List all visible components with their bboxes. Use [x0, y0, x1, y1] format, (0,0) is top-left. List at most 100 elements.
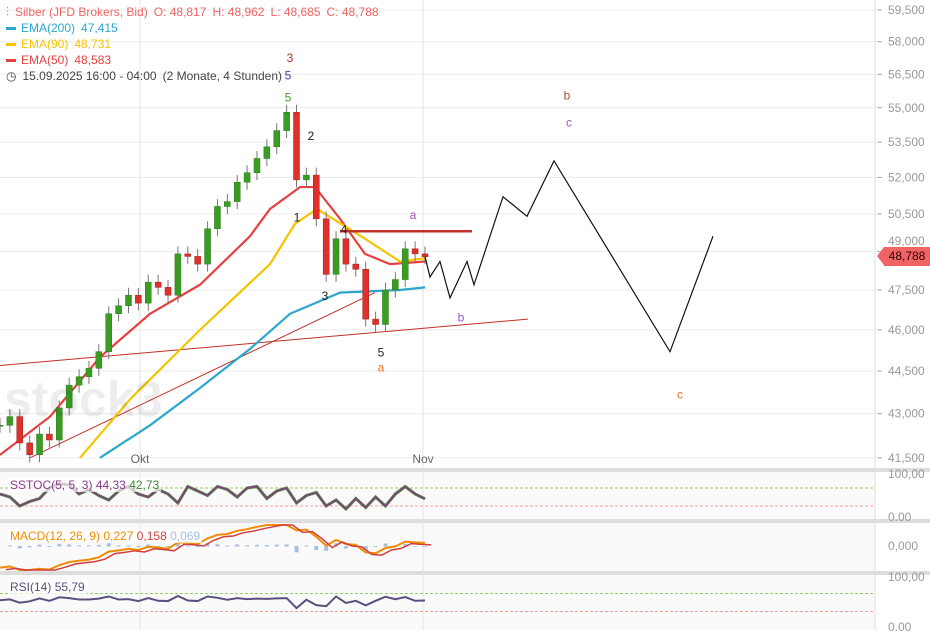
candle: [125, 294, 132, 307]
candle: [303, 174, 310, 181]
candle: [421, 253, 429, 257]
macd-histogram-bar: [373, 546, 378, 547]
timeframe: 15.09.2025 16:00 - 04:00: [22, 69, 157, 83]
candle: [135, 294, 142, 304]
ema-line-200: [99, 286, 426, 459]
macd-signal-value: 0,158: [136, 529, 167, 543]
wave-label: b: [458, 310, 465, 324]
ema50-label: EMA(50): [21, 53, 69, 67]
ema50-value: 48,583: [74, 53, 112, 67]
wave-label: 5: [378, 346, 385, 360]
candle: [36, 433, 43, 456]
y-tick-label: 55,000: [888, 101, 925, 115]
macd-histogram-bar: [67, 544, 72, 547]
candle: [65, 384, 73, 409]
macd-label: MACD(12, 26, 9): [10, 529, 101, 543]
rsi-label: RSI(14): [10, 580, 52, 594]
x-tick-label: Okt: [131, 452, 150, 466]
ema-line-90: [79, 207, 426, 459]
candle: [342, 238, 350, 265]
trendline: [0, 318, 529, 366]
macd-histogram-bar: [343, 546, 348, 549]
candle: [253, 158, 261, 173]
period: (2 Monate, 4 Stunden): [162, 69, 283, 83]
macd-histogram-bar: [136, 546, 141, 548]
candle: [16, 416, 24, 444]
macd-histogram-bar: [294, 546, 299, 553]
rsi-legend[interactable]: RSI(14) 55,79: [8, 580, 87, 594]
candle: [184, 253, 192, 257]
macd-histogram-bar: [86, 545, 91, 547]
ohlc-legend: ⫶ Silber (JFD Brokers, Bid) O: 48,817 H: 48…: [6, 5, 385, 20]
candle: [164, 287, 172, 296]
candle: [382, 289, 389, 325]
y-tick-label: 44,500: [888, 364, 925, 378]
rsi-value: 55,79: [54, 580, 85, 594]
panel-separator: [0, 571, 930, 575]
macd-histogram-bar: [284, 544, 289, 547]
wave-label: 4: [341, 223, 348, 237]
macd-signal-line: [5, 524, 432, 571]
macd-histogram-bar: [413, 546, 418, 547]
candle: [411, 248, 419, 255]
sstoc-value-1: 44,33: [95, 478, 126, 492]
candle: [56, 407, 63, 441]
open-value: O: 48,817: [153, 5, 207, 19]
macd-histogram-bar: [17, 546, 22, 549]
ema200-value: 47,415: [81, 21, 118, 35]
ema50-legend[interactable]: EMA(50) 48,583: [6, 53, 117, 67]
macd-histogram-bar: [185, 546, 190, 547]
wave-label: b: [564, 88, 571, 102]
candle: [401, 248, 409, 280]
macd-histogram-bar: [57, 543, 62, 547]
candle: [283, 112, 290, 131]
ema90-value: 48,731: [74, 37, 112, 51]
y-tick-label: 56,500: [888, 67, 925, 81]
macd-histogram-bar: [116, 545, 121, 547]
y-tick-label: 46,000: [888, 323, 925, 337]
sstoc-label: SSTOC(5, 5, 3): [10, 478, 93, 492]
candle: [322, 218, 330, 275]
wave-label: 5: [285, 91, 292, 105]
candle: [46, 433, 53, 441]
wave-label: a: [410, 208, 417, 222]
ema90-legend[interactable]: EMA(90) 48,731: [6, 37, 117, 51]
macd-histogram-bar: [106, 543, 111, 547]
candle: [224, 201, 231, 207]
wave-label: c: [566, 115, 572, 129]
candle: [372, 318, 379, 325]
y-tick-label: 50,500: [888, 207, 925, 221]
macd-value: 0,227: [103, 529, 134, 543]
macd-legend[interactable]: MACD(12, 26, 9) 0,227 0,158 0,069: [8, 529, 203, 543]
y-tick-label: 43,000: [888, 407, 925, 421]
candle: [332, 238, 340, 275]
candle: [26, 442, 33, 456]
macd-histogram-value: 0,069: [170, 529, 201, 543]
candle: [174, 253, 182, 296]
macd-histogram-bar: [215, 544, 220, 547]
clock-icon: ◷: [6, 69, 17, 83]
sstoc-tick-100: 100,00: [888, 467, 925, 481]
low-value: L: 48,685: [270, 5, 321, 19]
y-tick-label: 41,500: [888, 451, 925, 465]
macd-histogram-bar: [314, 546, 319, 551]
y-tick-label: 59,500: [888, 3, 925, 17]
macd-tick-0: 0,000: [888, 539, 919, 553]
candle: [6, 416, 14, 426]
macd-histogram-bar: [195, 546, 200, 548]
macd-histogram-bar: [324, 546, 329, 551]
candle: [352, 263, 360, 270]
macd-histogram-bar: [7, 545, 12, 547]
candle: [154, 281, 162, 288]
ema200-legend[interactable]: EMA(200) 47,415: [6, 21, 124, 35]
wave-label: 5: [285, 68, 292, 82]
macd-histogram-bar: [77, 545, 82, 547]
y-tick-label: 49,000: [888, 234, 925, 248]
wave-label: 1: [294, 210, 301, 224]
sstoc-legend[interactable]: SSTOC(5, 5, 3) 44,33 42,73: [8, 478, 162, 492]
panel-separator: [0, 468, 930, 472]
macd-histogram-bar: [383, 543, 388, 547]
candle: [273, 130, 280, 148]
candle: [0, 425, 4, 427]
